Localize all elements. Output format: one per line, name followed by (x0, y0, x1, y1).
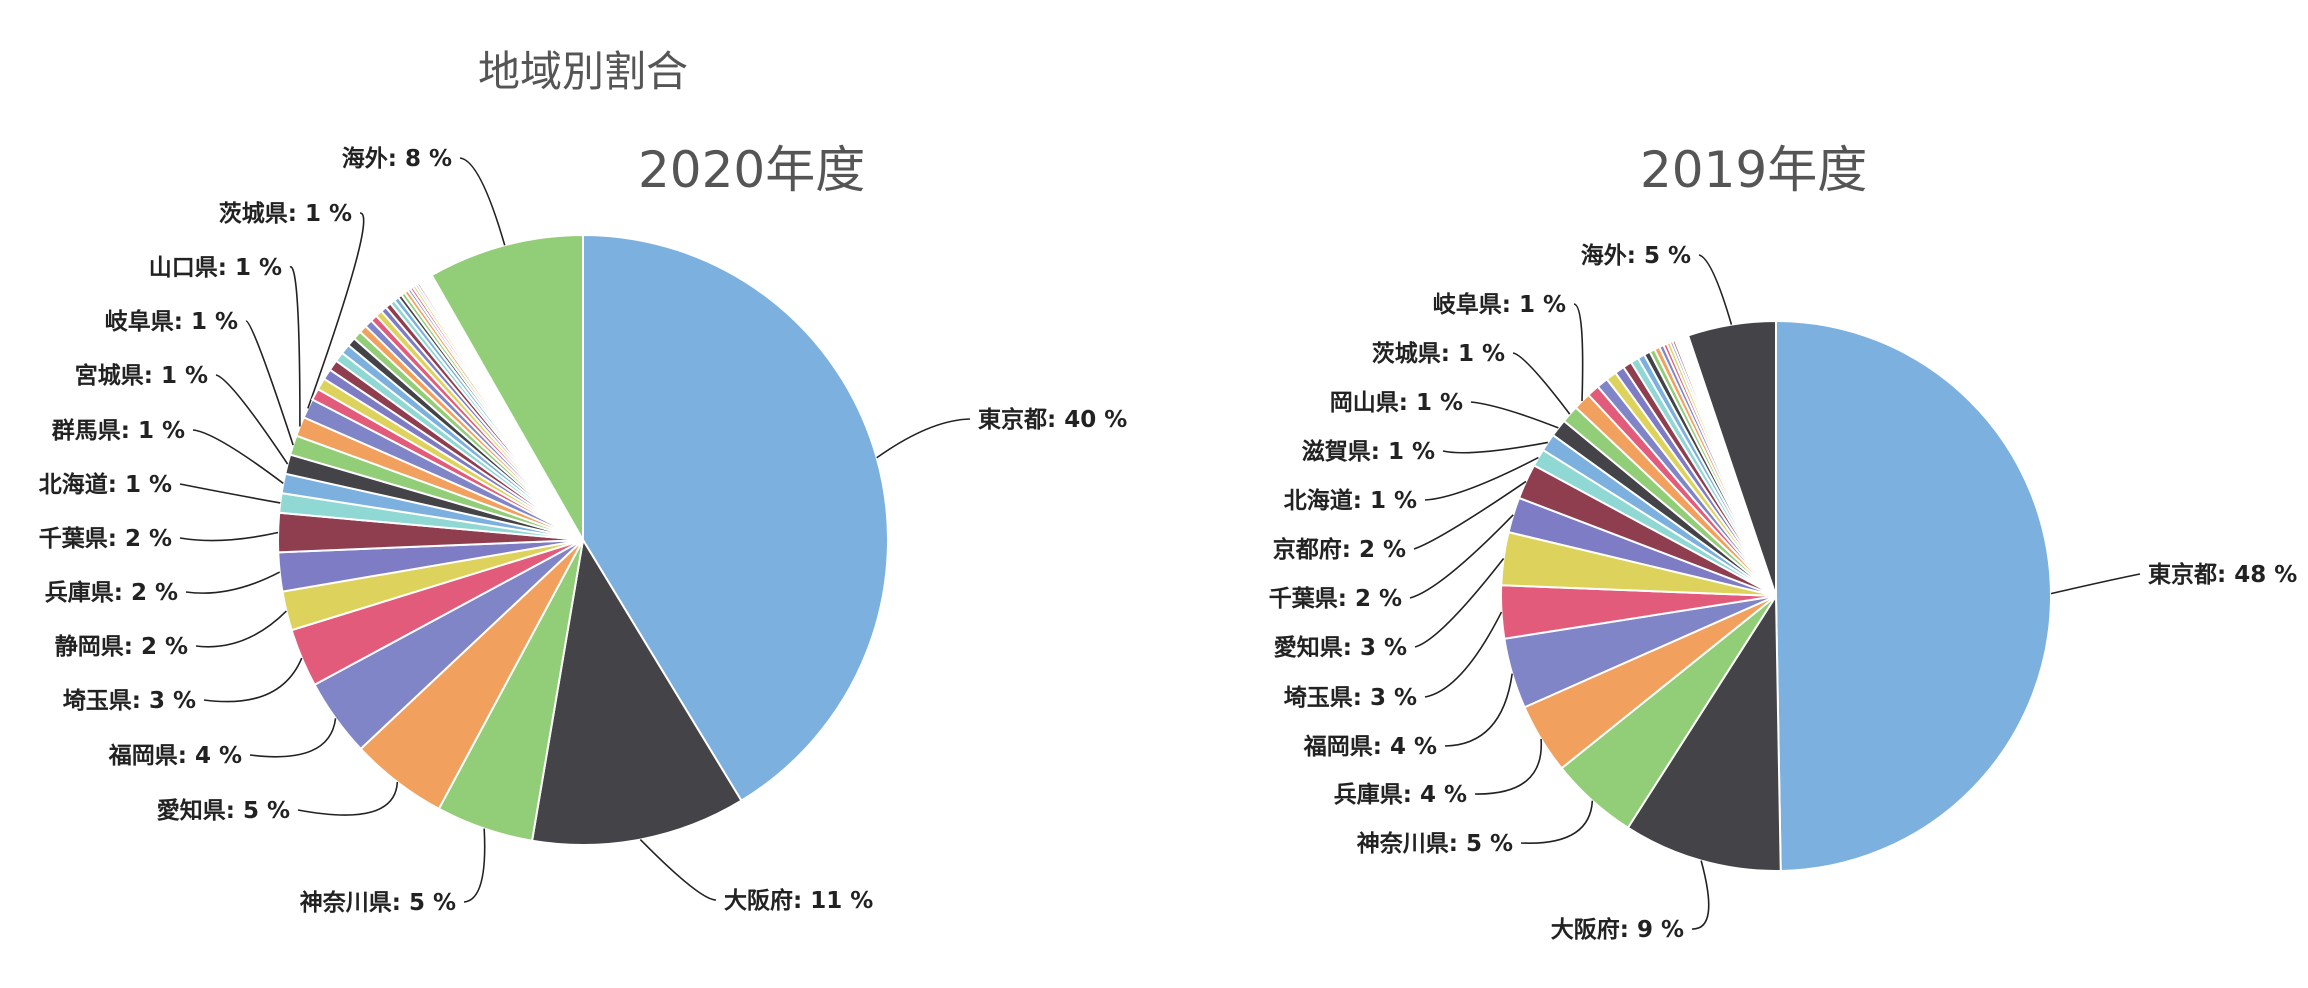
data-label-0-12: 岐阜県: 1 % (105, 308, 238, 335)
data-label-0-14: 茨城県: 1 % (219, 200, 352, 227)
label-connector-0-46 (459, 157, 506, 246)
data-label-1-13: 岐阜県: 1 % (1433, 291, 1566, 318)
chart-title-2019: 2019年度 (1640, 141, 1868, 199)
data-label-1-9: 北海道: 1 % (1284, 487, 1417, 514)
data-label-1-4: 福岡県: 4 % (1303, 734, 1437, 760)
label-connector-0-3 (297, 781, 399, 816)
data-label-0-9: 北海道: 1 % (39, 471, 172, 498)
pie-chart-2019: 東京都: 48 % 大阪府: 9 % 神奈川県: 5 % 兵庫県: 4 % 福岡県: 4… (1269, 242, 2298, 943)
pie-slice-0-0 (582, 233, 889, 803)
label-connector-1-12 (1512, 352, 1571, 415)
label-connector-1-8 (1413, 480, 1527, 550)
label-connector-0-4 (249, 718, 337, 758)
label-connector-1-4 (1444, 673, 1513, 747)
pie-slice-0-46 (430, 233, 584, 544)
data-label-1-7: 千葉県: 2 % (1269, 586, 1402, 612)
data-label-0-8: 千葉県: 2 % (39, 526, 172, 552)
label-connector-0-0 (876, 418, 971, 459)
label-connector-0-12 (245, 320, 294, 446)
data-label-1-11: 岡山県: 1 % (1330, 390, 1463, 416)
label-connector-1-0 (2050, 573, 2141, 595)
label-connector-0-7 (185, 571, 281, 594)
label-connector-0-13 (289, 266, 301, 427)
data-label-1-5: 埼玉県: 3 % (1284, 685, 1417, 711)
pie-slice-1-0 (1775, 319, 2052, 872)
data-label-0-5: 埼玉県: 3 % (63, 688, 196, 714)
label-connector-0-9 (179, 483, 281, 504)
label-connector-1-10 (1442, 441, 1549, 454)
label-connector-0-11 (215, 374, 289, 465)
label-connector-1-3 (1474, 738, 1542, 795)
pie-slice-0-1 (530, 537, 743, 846)
page-title: 地域別割合 (478, 47, 689, 96)
data-label-0-2: 神奈川県: 5 % (300, 889, 456, 916)
pie-chart-2020: 東京都: 40 % 大阪府: 11 % 神奈川県: 5 % 愛知県: 5 % 福岡県: … (39, 145, 1128, 916)
label-connector-0-2 (463, 828, 486, 903)
data-label-1-12: 茨城県: 1 % (1372, 340, 1505, 367)
label-connector-1-2 (1520, 800, 1594, 844)
label-connector-0-10 (192, 429, 284, 485)
label-connector-0-1 (639, 838, 717, 901)
data-label-1-35: 海外: 5 % (1581, 242, 1691, 269)
pie-slice-1-35 (1686, 319, 1777, 597)
data-label-0-0: 東京都: 40 % (978, 406, 1127, 433)
data-label-0-13: 山口県: 1 % (149, 255, 282, 281)
label-connector-0-14 (307, 212, 365, 409)
data-label-1-3: 兵庫県: 4 % (1334, 781, 1467, 808)
label-connector-1-7 (1409, 514, 1514, 599)
data-label-1-6: 愛知県: 3 % (1274, 634, 1407, 661)
label-connector-1-6 (1414, 557, 1505, 648)
data-label-0-10: 群馬県: 1 % (51, 417, 185, 444)
label-connector-1-11 (1470, 401, 1559, 429)
data-label-0-3: 愛知県: 5 % (157, 797, 290, 824)
label-connector-1-1 (1691, 860, 1710, 930)
label-connector-1-35 (1698, 254, 1733, 325)
data-label-0-6: 静岡県: 2 % (55, 633, 188, 660)
label-connector-1-5 (1424, 611, 1503, 698)
label-connector-0-8 (179, 531, 279, 542)
data-label-0-7: 兵庫県: 2 % (45, 579, 178, 606)
data-label-1-10: 滋賀県: 1 % (1302, 438, 1435, 465)
label-connector-1-13 (1573, 303, 1584, 402)
data-label-0-1: 大阪府: 11 % (724, 887, 873, 914)
pie-slice-1-1 (1626, 592, 1782, 872)
data-label-0-11: 宮城県: 1 % (75, 362, 208, 389)
chart-title-2020: 2020年度 (638, 141, 866, 199)
data-label-0-4: 福岡県: 4 % (108, 743, 242, 769)
label-connector-1-9 (1424, 456, 1539, 501)
data-label-1-2: 神奈川県: 5 % (1357, 830, 1513, 857)
label-connector-0-5 (203, 657, 303, 703)
label-connector-0-6 (195, 610, 287, 648)
data-label-1-1: 大阪府: 9 % (1551, 916, 1684, 943)
data-label-0-46: 海外: 8 % (342, 145, 452, 172)
data-label-1-8: 京都府: 2 % (1273, 536, 1406, 563)
data-label-1-0: 東京都: 48 % (2148, 561, 2297, 588)
